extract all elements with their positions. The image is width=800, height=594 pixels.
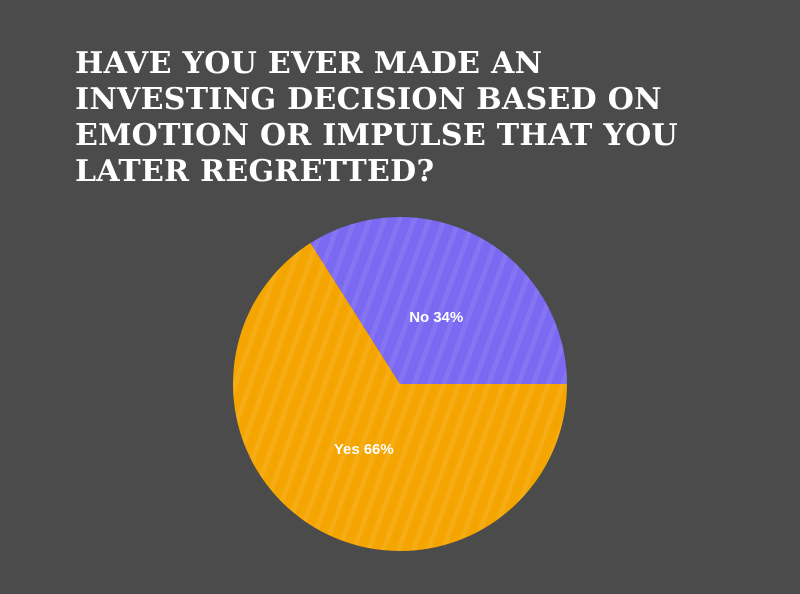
slice-category: Yes bbox=[334, 441, 360, 458]
pie bbox=[233, 217, 567, 551]
slice-category: No bbox=[409, 309, 429, 326]
slice-value: 34% bbox=[433, 309, 463, 326]
labels: Yes 66% No 34% bbox=[334, 309, 463, 458]
slice-value: 66% bbox=[364, 441, 394, 458]
slice-label: No 34% bbox=[409, 309, 463, 326]
slice-label: Yes 66% bbox=[334, 441, 394, 458]
chart-title: HAVE YOU EVER MADE AN INVESTING DECISION… bbox=[75, 46, 678, 189]
